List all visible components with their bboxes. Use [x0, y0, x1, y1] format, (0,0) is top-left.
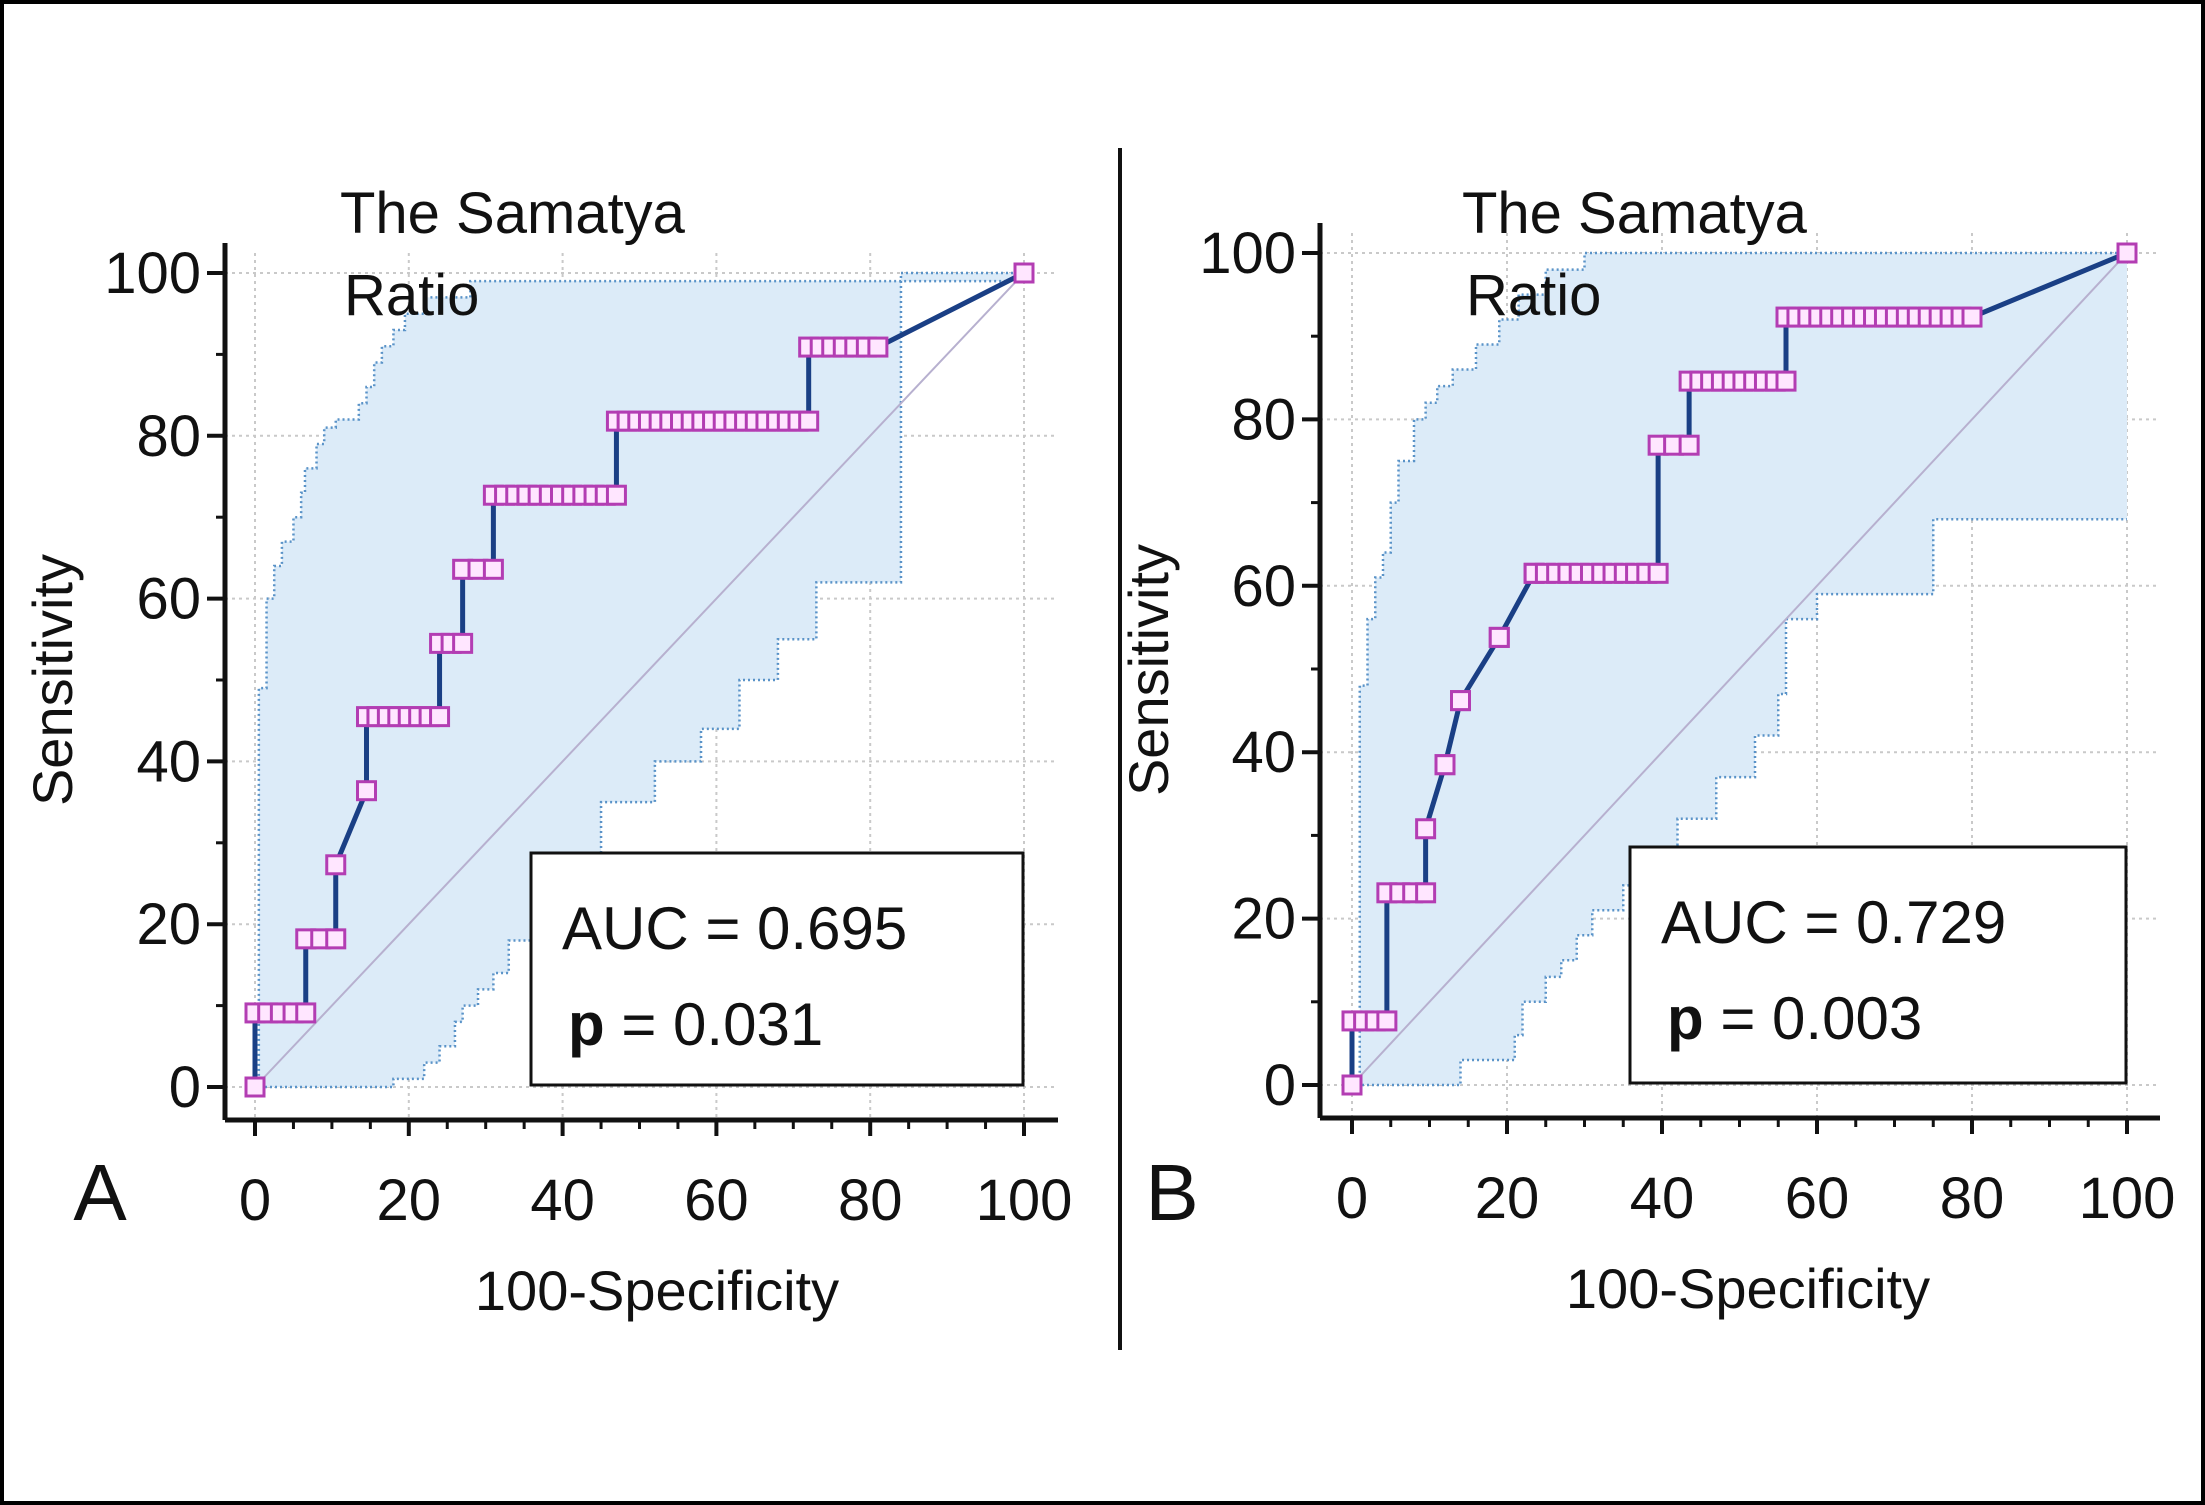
x-tick-label: 60: [1785, 1166, 1850, 1231]
y-tick-label: 20: [1231, 887, 1296, 952]
x-axis-label: 100-Specificity: [475, 1259, 839, 1322]
roc-point: [867, 336, 889, 358]
roc-point: [244, 1076, 266, 1098]
y-tick-label: 80: [136, 404, 201, 469]
ci-upper-line: [255, 273, 1026, 1089]
panel-label: A: [73, 1148, 127, 1237]
roc-panel-a: 0 20 40 60 80 100 0 20 40 60 80 100 100-Specificity S…: [21, 181, 1073, 1322]
roc-point: [1488, 626, 1510, 648]
x-tick-label: 0: [239, 1168, 271, 1233]
chart-title-line1: The Samatya: [1462, 181, 1808, 246]
p-value-label: p = 0.003: [1667, 985, 1922, 1052]
y-tick-label: 40: [136, 729, 201, 794]
roc-point: [1647, 562, 1669, 584]
annotation-box: [529, 851, 1025, 1087]
roc-point: [356, 780, 378, 802]
roc-curve: [1349, 250, 2128, 1085]
roc-point: [452, 632, 474, 654]
auc-label: AUC = 0.695: [562, 895, 907, 962]
y-tick-label: 100: [1199, 221, 1296, 286]
ci-upper-line: [1352, 251, 2127, 1087]
y-tick-label: 0: [1264, 1053, 1296, 1118]
roc-point: [325, 854, 347, 876]
roc-point: [2116, 242, 2138, 264]
roc-point: [605, 484, 627, 506]
y-tick-label: 60: [136, 567, 201, 632]
y-axis-label: Sensitivity: [1117, 544, 1180, 796]
chart-title-line2: Ratio: [1466, 263, 1601, 328]
roc-point: [295, 1002, 317, 1024]
panel-divider: [1118, 148, 1122, 1350]
x-tick-label: 40: [1630, 1166, 1695, 1231]
roc-point: [482, 558, 504, 580]
y-tick-label: 60: [1231, 554, 1296, 619]
x-axis-label: 100-Specificity: [1566, 1257, 1930, 1320]
roc-point: [1450, 690, 1471, 712]
roc-point: [1961, 306, 1983, 328]
x-tick-label: 80: [1940, 1166, 2005, 1231]
x-tick-label: 40: [530, 1168, 595, 1233]
chart-title-line2: Ratio: [344, 263, 479, 328]
x-tick-label: 100: [976, 1168, 1073, 1233]
annotation-box: [1628, 845, 2128, 1085]
x-tick-label: 20: [1475, 1166, 1540, 1231]
roc-point: [1434, 754, 1456, 776]
y-tick-label: 20: [136, 892, 201, 957]
roc-point: [1341, 1074, 1363, 1096]
roc-point: [1013, 262, 1035, 284]
x-tick-label: 100: [2079, 1166, 2176, 1231]
roc-point: [1376, 1010, 1398, 1032]
x-tick-label: 0: [1336, 1166, 1368, 1231]
auc-label: AUC = 0.729: [1661, 889, 2006, 956]
y-tick-label: 40: [1231, 720, 1296, 785]
x-tick-label: 20: [377, 1168, 442, 1233]
y-tick-label: 0: [169, 1055, 201, 1120]
roc-point: [1775, 370, 1797, 392]
reference-diagonal: [1351, 252, 2128, 1086]
roc-point: [1678, 434, 1700, 456]
y-axis-label: Sensitivity: [21, 554, 84, 806]
y-tick-label: 100: [104, 241, 201, 306]
panel-label: B: [1145, 1148, 1198, 1237]
reference-diagonal: [254, 272, 1025, 1088]
x-tick-label: 80: [838, 1168, 903, 1233]
roc-point: [1415, 882, 1437, 904]
chart-title-line1: The Samatya: [340, 181, 686, 246]
roc-point: [325, 928, 347, 950]
roc-point: [429, 706, 451, 728]
x-tick-label: 60: [684, 1168, 749, 1233]
y-tick-label: 80: [1231, 387, 1296, 452]
ci-lower-line: [255, 271, 1024, 1089]
roc-point: [798, 410, 820, 432]
p-value-label: p = 0.031: [568, 991, 823, 1058]
roc-point: [1415, 818, 1437, 840]
